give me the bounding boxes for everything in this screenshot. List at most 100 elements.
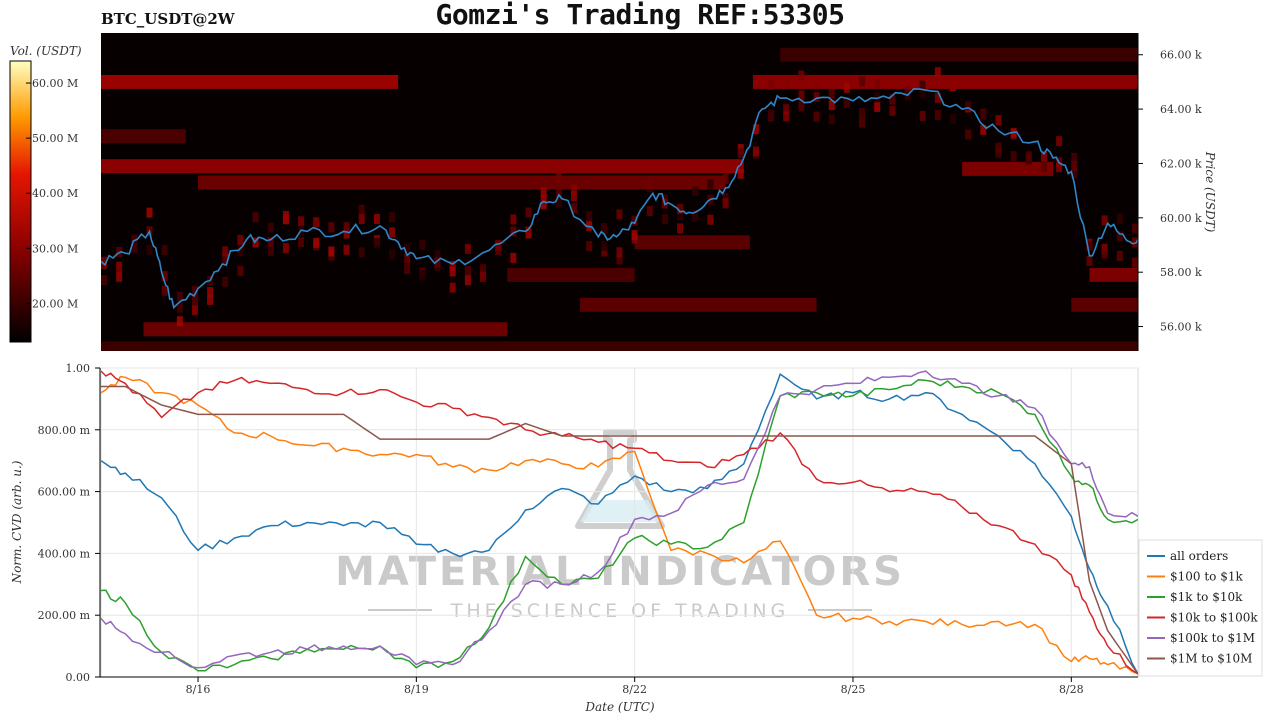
colorbar-gradient: [9, 60, 32, 343]
heatmap-cell: [692, 185, 699, 196]
heatmap-cell: [752, 146, 759, 157]
heatmap-cell: [889, 94, 896, 105]
legend-entry: $1M to $10M: [1170, 652, 1252, 666]
heatmap-cell: [874, 101, 881, 112]
heatmap-cell: [965, 129, 972, 140]
heatmap-cell: [813, 91, 820, 102]
heatmap-cell: [646, 179, 653, 190]
heatmap-cell: [950, 80, 957, 91]
heatmap-cell: [510, 252, 517, 263]
heatmap-cell: [661, 214, 668, 225]
heatmap-cell: [419, 239, 426, 250]
price-tick-label: 64.00 k: [1160, 103, 1202, 116]
legend-entry: $100 to $1k: [1170, 570, 1243, 584]
heatmap-cell: [555, 171, 562, 182]
heatmap-cell: [1116, 250, 1123, 261]
heatmap-cell: [783, 111, 790, 122]
heatmap-cell: [404, 264, 411, 275]
heatmap-cell: [389, 227, 396, 238]
price-tick-label: 56.00 k: [1160, 321, 1202, 334]
heatmap-cell: [540, 187, 547, 198]
heatmap-cell: [1040, 151, 1047, 162]
heatmap-cell: [616, 209, 623, 220]
cvd-x-axis-label: Date (UTC): [584, 700, 654, 714]
heatmap-band: [507, 267, 635, 282]
heatmap-cell: [480, 264, 487, 275]
heatmap-cell: [161, 271, 168, 282]
colorbar-label: Vol. (USDT): [10, 44, 82, 58]
series-line-3: [101, 370, 1138, 675]
heatmap-cell: [601, 223, 608, 234]
heatmap-cell: [1025, 151, 1032, 162]
price-tick-label: 60.00 k: [1160, 212, 1202, 225]
heatmap-cell: [1086, 240, 1093, 251]
heatmap-cell: [859, 117, 866, 128]
heatmap-cell: [570, 184, 577, 195]
heatmap-cell: [222, 246, 229, 257]
heatmap-cell: [358, 214, 365, 225]
price-axis-ticks: 56.00 k 58.00 k 60.00 k 62.00 k 64.00 k 66.00…: [1138, 49, 1202, 334]
heatmap-cell: [464, 275, 471, 286]
heatmap-cell: [282, 243, 289, 254]
heatmap-cell: [555, 197, 562, 208]
watermark-brand: MATERIAL INDICATORS: [335, 549, 905, 595]
heatmap-cell: [737, 148, 744, 159]
series-line-2: [101, 378, 1138, 672]
cvd-x-ticks: 8/16 8/19 8/22 8/25 8/28: [186, 677, 1084, 696]
heatmap-cell: [328, 246, 335, 257]
heatmap-cell: [752, 124, 759, 135]
heatmap-band: [101, 159, 744, 174]
heatmap-cell: [1101, 215, 1108, 226]
heatmap-cell: [1056, 162, 1063, 173]
heatmap-cell: [540, 194, 547, 205]
heatmap-cell: [298, 216, 305, 227]
heatmap-cell: [282, 210, 289, 221]
price-tick-label: 66.00 k: [1160, 49, 1202, 62]
heatmap-cell: [343, 222, 350, 233]
heatmap-cell: [1131, 257, 1138, 268]
heatmap-cell: [343, 244, 350, 255]
heatmap-cell: [237, 246, 244, 257]
heatmap-cell: [434, 257, 441, 268]
chart-title: Gomzi's Trading REF:53305: [435, 0, 845, 31]
heatmap-cell: [631, 230, 638, 241]
heatmap-cell: [934, 67, 941, 78]
heatmap-cell: [176, 302, 183, 313]
legend-entry: $1k to $10k: [1170, 590, 1243, 604]
heatmap-cell: [404, 253, 411, 264]
legend-entry: all orders: [1170, 549, 1228, 563]
heatmap-band: [580, 297, 817, 312]
heatmap-cell: [874, 92, 881, 103]
heatmap-cell: [677, 204, 684, 215]
heatmap-cell: [1086, 256, 1093, 267]
heatmap-cell: [995, 142, 1002, 153]
heatmap-band: [101, 341, 1138, 351]
series-line-1: [101, 375, 1138, 675]
heatmap-panel: 56.00 k 58.00 k 60.00 k 62.00 k 64.00 k 66.00…: [101, 33, 1217, 351]
heatmap-cell: [131, 234, 138, 245]
heatmap-cell: [919, 80, 926, 91]
heatmap-cell: [449, 266, 456, 277]
heatmap-cell: [464, 243, 471, 254]
heatmap-cell: [737, 168, 744, 179]
heatmap-cell: [207, 294, 214, 305]
heatmap-cell: [146, 207, 153, 218]
heatmap-cell: [298, 237, 305, 248]
heatmap-cell: [191, 285, 198, 296]
heatmap-cell: [328, 222, 335, 233]
heatmap-band: [1071, 297, 1138, 312]
heatmap-cell: [161, 285, 168, 296]
heatmap-cell: [373, 238, 380, 249]
heatmap-cell: [874, 78, 881, 89]
heatmap-cell: [404, 243, 411, 254]
colorbar-tick-label: 30.00 M: [32, 242, 78, 255]
heatmap-cell: [146, 244, 153, 255]
heatmap-band: [780, 47, 1138, 62]
heatmap-cell: [707, 214, 714, 225]
heatmap-cell: [1071, 152, 1078, 163]
heatmap-cell: [843, 98, 850, 109]
heatmap-cell: [1116, 231, 1123, 242]
y-tick-label: 800.00 m: [38, 424, 91, 437]
price-line: [101, 88, 1138, 310]
heatmap-cell: [798, 70, 805, 81]
